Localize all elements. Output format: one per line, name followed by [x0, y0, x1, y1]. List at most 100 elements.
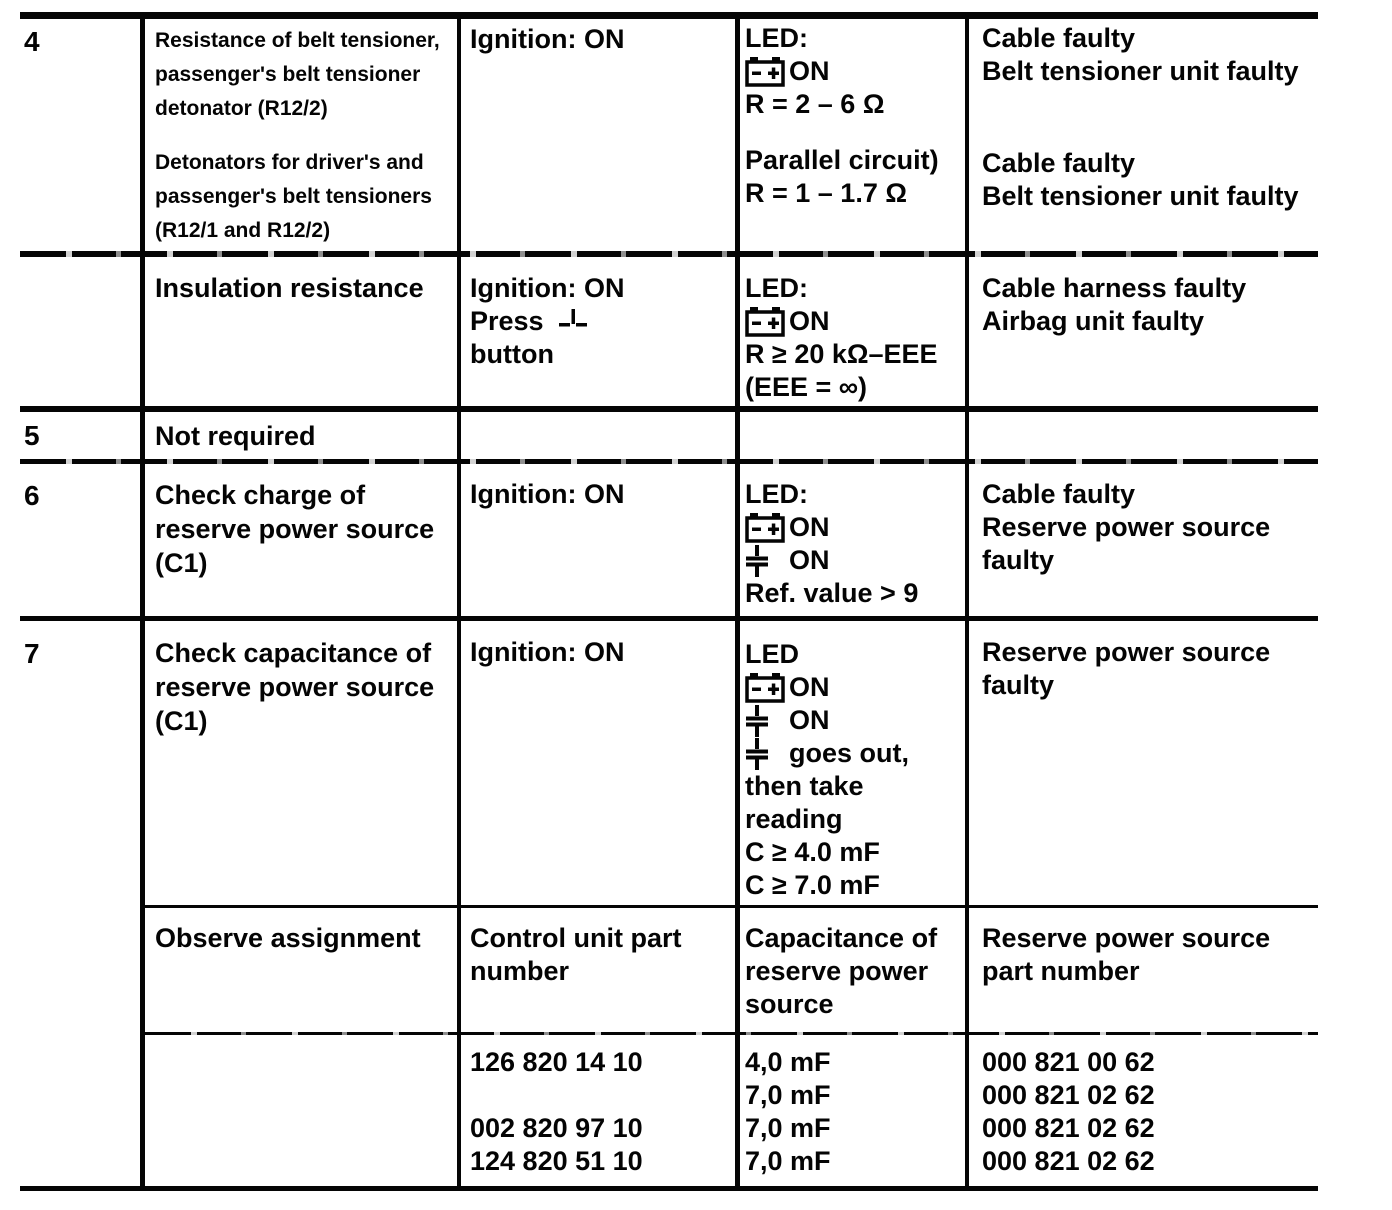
condition-text: Ignition: ON [470, 273, 625, 303]
text-line: 7,0 mF [745, 1146, 831, 1176]
parallel-circuit-label: Parallel circuit) [745, 145, 939, 175]
capacitance-values-cell: 4,0 mF 7,0 mF 7,0 mF 7,0 mF [745, 1046, 963, 1178]
part-number-lines: 000 821 00 62 000 821 02 62 000 821 02 62 0… [982, 1046, 1318, 1178]
battery-icon [745, 306, 789, 337]
step-number-5: 5 [24, 420, 40, 451]
header-lines: Control unit part number [470, 922, 730, 988]
indicator-state: ON [789, 56, 830, 86]
capacitor-icon [745, 544, 789, 577]
possible-cause-cell-step4: Cable faulty Belt tensioner unit faulty C… [982, 22, 1318, 213]
text-line: number [470, 956, 570, 986]
test-result-cell-step4: LED: ON R = 2 – 6 Ω Parallel circuit) R … [745, 22, 963, 210]
text-line: then take [745, 771, 864, 801]
text-line: source [745, 989, 834, 1019]
text-line: 000 821 02 62 [982, 1146, 1155, 1176]
capacitance-header-cell: Capacitance of reserve power source [745, 922, 963, 1021]
text-line: Cable harness faulty [982, 273, 1247, 303]
test-scope-cell-step7: Check capacitance of reserve power source… [155, 636, 455, 738]
text-line: passenger's belt tensioner [155, 63, 421, 86]
fault-lines: Reserve power source faulty [982, 636, 1318, 702]
text-line: Cable faulty [982, 148, 1136, 178]
text-line: Belt tensioner unit faulty [982, 181, 1299, 211]
indicator-state: ON [789, 545, 830, 575]
text-line: 126 820 14 10 [470, 1047, 643, 1077]
text-line: 4,0 mF [745, 1047, 831, 1077]
led-label: LED [745, 639, 799, 669]
text-line: 002 820 97 10 [470, 1113, 643, 1143]
column-divider-2 [457, 13, 461, 1191]
text-line: Resistance of belt tensioner, [155, 29, 440, 52]
fault-paragraph-2: Cable faulty Belt tensioner unit faulty [982, 147, 1318, 213]
text-line: Capacitance of [745, 923, 938, 953]
battery-indicator-line: ON [745, 671, 963, 704]
capacitor-icon [745, 704, 789, 737]
column-divider-3 [735, 13, 740, 1191]
indicator-state: goes out, [789, 738, 909, 768]
reading-instruction-lines: then take reading C ≥ 4.0 mF C ≥ 7.0 mF [745, 770, 963, 902]
header-lines: Reserve power source part number [982, 922, 1318, 988]
assignment-scope-cell: Observe assignment [155, 922, 455, 955]
capacitor-indicator-line: ON [745, 704, 963, 737]
capacitor-goes-out-line: goes out, [745, 737, 963, 770]
control-unit-numbers-cell: 126 820 14 10 002 820 97 10 124 820 51 10 [470, 1046, 730, 1178]
scope-text: Not required [155, 421, 316, 451]
control-unit-header-cell: Control unit part number [470, 922, 730, 988]
text-line: 000 821 02 62 [982, 1080, 1155, 1110]
row-rule-below-insulation [20, 406, 1318, 412]
test-condition-cell-step6: Ignition: ON [470, 478, 730, 511]
text-line: reading [745, 804, 843, 834]
reserve-part-numbers-cell: 000 821 00 62 000 821 02 62 000 821 02 62 0… [982, 1046, 1318, 1178]
text-line: reserve power source [155, 672, 435, 702]
test-scope-cell-step6: Check charge of reserve power source (C1) [155, 478, 455, 580]
capacitance-lines: 4,0 mF 7,0 mF 7,0 mF 7,0 mF [745, 1046, 963, 1178]
part-number-lines: 126 820 14 10 002 820 97 10 124 820 51 10 [470, 1046, 730, 1178]
battery-indicator-line: ON [745, 305, 963, 338]
text-line: Detonators for driver's and [155, 151, 424, 174]
text-line: faulty [982, 670, 1055, 700]
step-number-7: 7 [24, 638, 40, 669]
text-line: reserve power [745, 956, 929, 986]
eee-note: (EEE = ∞) [745, 372, 868, 402]
scope-lines: Check charge of reserve power source (C1) [155, 478, 455, 580]
indicator-state: ON [789, 672, 830, 702]
step-number-6: 6 [24, 480, 40, 511]
battery-icon [745, 672, 789, 703]
text-line: faulty [982, 545, 1055, 575]
battery-indicator-line: ON [745, 55, 963, 88]
text-line: Cable faulty [982, 23, 1136, 53]
text-line: part number [982, 956, 1140, 986]
capacitor-indicator-line: ON [745, 544, 963, 577]
paragraph-gap [155, 126, 455, 146]
fault-lines: Cable faulty Reserve power source faulty [982, 478, 1318, 577]
text-line: C ≥ 7.0 mF [745, 870, 880, 900]
test-scope-cell-step5: Not required [155, 420, 455, 453]
column-divider-4 [965, 13, 969, 1191]
reference-value: Ref. value > 9 [745, 578, 919, 608]
text-line: Check capacitance of [155, 638, 432, 668]
paragraph-gap [982, 88, 1318, 147]
possible-cause-cell-insulation: Cable harness faulty Airbag unit faulty [982, 272, 1318, 338]
text-line: Airbag unit faulty [982, 306, 1204, 336]
led-label: LED: [745, 273, 808, 303]
row-rule-below-assignment [145, 1032, 1318, 1035]
text-line: 7,0 mF [745, 1113, 831, 1143]
paragraph-gap [745, 121, 963, 144]
text-line [470, 1079, 730, 1112]
condition-text: Ignition: ON [470, 479, 625, 509]
text-line: (C1) [155, 706, 208, 736]
column-divider-1 [140, 13, 145, 1191]
test-result-cell-step6: LED: ON ON Ref. value > 9 [745, 478, 963, 610]
resistance-value-1: R = 2 – 6 Ω [745, 89, 885, 119]
ground-symbol-icon [558, 306, 588, 337]
condition-text: Ignition: ON [470, 637, 625, 667]
led-label: LED: [745, 479, 808, 509]
text-line: (C1) [155, 548, 208, 578]
text-line: Cable faulty [982, 479, 1136, 509]
text-line: detonator (R12/2) [155, 97, 328, 120]
led-label: LED: [745, 23, 808, 53]
indicator-state: ON [789, 512, 830, 542]
header-lines: Capacitance of reserve power source [745, 922, 963, 1021]
resistance-value-2: R = 1 – 1.7 Ω [745, 178, 907, 208]
table-rule-top [20, 12, 1318, 19]
